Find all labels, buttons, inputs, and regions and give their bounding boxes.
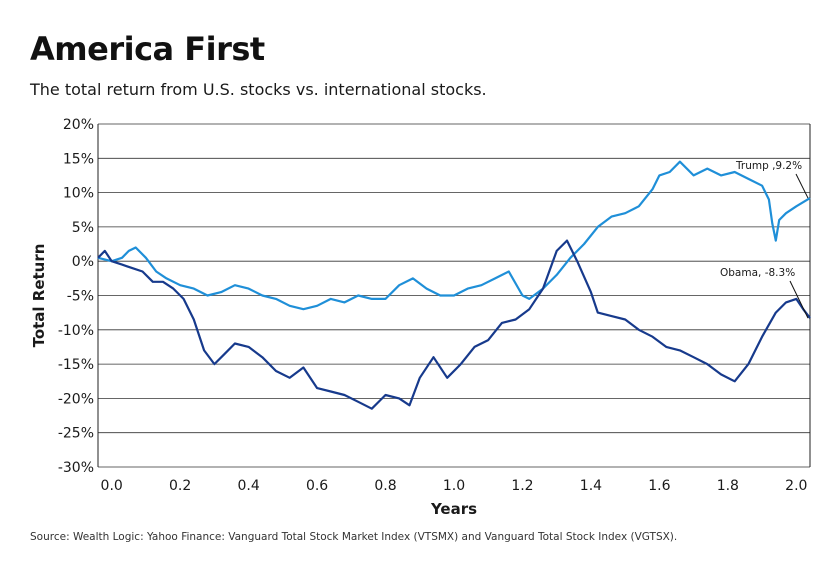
- y-tick-label: -20%: [58, 391, 94, 407]
- y-tick-label: 15%: [63, 151, 94, 167]
- x-tick-label: 1.4: [580, 478, 602, 494]
- chart-subtitle: The total return from U.S. stocks vs. in…: [30, 80, 487, 99]
- annotations: Trump ,9.2% Obama, -8.3%: [720, 160, 809, 319]
- y-tick-label: -30%: [58, 460, 94, 476]
- chart-title: America First: [30, 30, 265, 68]
- y-tick-label: 20%: [63, 117, 94, 133]
- x-tick-label: 1.6: [648, 478, 670, 494]
- annotation-leader: [795, 173, 809, 199]
- x-tick-label: 2.0: [785, 478, 807, 494]
- y-tick-label: -25%: [58, 426, 94, 442]
- x-tick-label: 1.8: [717, 478, 739, 494]
- series-line-obama: [97, 239, 811, 410]
- series-line-trump: [97, 160, 811, 311]
- x-axis-ticks: 0.0 0.2 0.4 0.6 0.8 1.0 1.2 1.4 1.6 1.8 2.0: [101, 478, 808, 494]
- y-tick-label: 5%: [72, 220, 94, 236]
- y-tick-label: -10%: [58, 323, 94, 339]
- annotation-label: Trump ,9.2%: [735, 160, 802, 172]
- series-lines: [97, 160, 811, 410]
- x-tick-label: 0.8: [374, 478, 396, 494]
- source-note: Source: Wealth Logic: Yahoo Finance: Van…: [30, 531, 678, 543]
- x-tick-label: 0.2: [169, 478, 191, 494]
- x-tick-label: 1.0: [443, 478, 465, 494]
- x-tick-label: 1.2: [511, 478, 533, 494]
- x-axis-label: Years: [430, 500, 477, 518]
- y-tick-label: 10%: [63, 186, 94, 202]
- y-tick-label: 0%: [72, 254, 94, 270]
- x-tick-label: 0.4: [237, 478, 259, 494]
- x-tick-label: 0.6: [306, 478, 328, 494]
- y-axis-label: Total Return: [30, 244, 48, 348]
- y-tick-label: -5%: [67, 289, 94, 305]
- annotation-leader: [789, 280, 809, 319]
- x-tick-label: 0.0: [101, 478, 123, 494]
- annotation-label: Obama, -8.3%: [720, 267, 795, 279]
- y-tick-label: -15%: [58, 357, 94, 373]
- y-axis-ticks: 20% 15% 10% 5% 0% -5% -10% -15% -20% -25% -30%: [58, 117, 94, 476]
